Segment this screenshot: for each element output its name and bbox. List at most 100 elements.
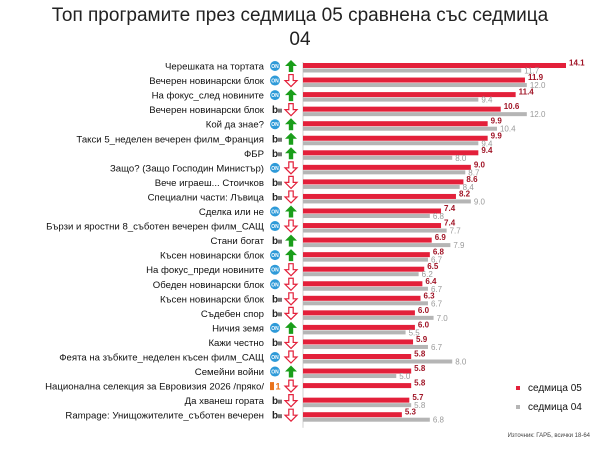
- bar-week-04: [303, 374, 397, 379]
- arrow-up-icon: [285, 234, 297, 247]
- btv-logo-icon: b: [272, 105, 282, 116]
- nova-logo-glyph: ON: [271, 253, 279, 259]
- arrow-up-icon: [285, 60, 297, 72]
- bar-week-05: [303, 121, 488, 127]
- value-label-week-04: 6.8: [433, 416, 445, 425]
- value-label-week-04: 8.0: [455, 358, 467, 367]
- bar-week-05: [303, 252, 430, 258]
- category-label: Феята на зъбките_неделен късен филм_САЩ: [59, 353, 264, 364]
- value-label-week-05: 9.9: [491, 131, 503, 140]
- category-label: Защо? (Защо Господин Министър): [110, 163, 264, 174]
- nova-logo-icon: ON: [270, 162, 280, 173]
- btv-logo-glyph: b: [272, 134, 278, 145]
- bnt-logo-bar: [270, 382, 274, 391]
- nova-logo-circle: [270, 264, 280, 275]
- category-label: На фокус_преди новините: [146, 265, 264, 276]
- value-label-week-04: 12.0: [530, 110, 546, 119]
- bar-week-04: [303, 170, 466, 175]
- bar-week-04: [303, 330, 406, 335]
- value-label-week-05: 8.6: [466, 175, 478, 184]
- bar-week-04: [303, 199, 471, 204]
- bar-week-05: [303, 77, 525, 83]
- nova-logo-glyph: ON: [271, 166, 279, 172]
- nova-logo-glyph: ON: [271, 326, 279, 332]
- category-label: Такси 5_неделен вечерен филм_Франция: [76, 134, 264, 145]
- category-label: Обеден новинарски блок: [153, 280, 265, 291]
- btv-logo-glyph: b: [272, 149, 278, 160]
- value-label-week-05: 7.4: [444, 204, 456, 213]
- value-label-week-05: 9.0: [474, 160, 486, 169]
- nova-logo-glyph: ON: [271, 122, 279, 128]
- btv-logo-icon: b: [272, 309, 282, 320]
- value-label-week-04: 9.0: [474, 197, 486, 206]
- arrow-down-icon: [283, 190, 299, 204]
- nova-logo-circle: [270, 366, 280, 377]
- btv-logo-icon: b: [272, 178, 282, 189]
- category-label: Късен новинарски блок: [160, 294, 265, 305]
- value-label-week-04: 6.7: [431, 256, 443, 265]
- arrow-up-icon: [285, 89, 297, 102]
- arrow-down-icon: [283, 350, 299, 364]
- category-label: На фокус_след новините: [152, 91, 264, 102]
- chart-row: Обеден новинарски блок ON 6.46.7: [153, 277, 443, 294]
- arrow-up-icon: [285, 205, 297, 218]
- btv-logo-box: [278, 181, 282, 186]
- legend-swatch: [516, 405, 520, 409]
- value-label-week-05: 14.1: [569, 59, 585, 68]
- chart-row: Съдебен спор b 6.0 7.0: [201, 306, 448, 323]
- value-label-week-05: 5.3: [405, 408, 417, 417]
- value-label-week-04: 9.4: [481, 96, 493, 105]
- arrow-up-icon: [285, 147, 297, 160]
- value-label-week-05: 6.9: [435, 233, 447, 242]
- value-label-week-04: 6.7: [431, 343, 443, 352]
- value-label-week-05: 6.4: [425, 277, 437, 286]
- value-label-week-05: 9.9: [491, 117, 503, 126]
- chart-row: Черешката на тортата ON 14.1 11.7: [165, 59, 585, 76]
- value-label-week-04: 5.0: [399, 372, 411, 381]
- value-label-week-04: 5.5: [409, 328, 421, 337]
- category-label: Кажи честно: [208, 338, 264, 349]
- chart-row: Rampage: Унищожителите_съботен вечерен b 5…: [65, 408, 444, 425]
- nova-logo-circle: [270, 352, 280, 362]
- chart-row: Вечерен новинарски блок b 10.6 12.0: [149, 102, 546, 119]
- legend-label: седмица 04: [528, 402, 582, 413]
- value-label-week-05: 11.4: [519, 88, 535, 97]
- nova-logo-circle: [270, 162, 280, 173]
- value-label-week-04: 5.8: [414, 401, 426, 410]
- bar-week-05: [303, 135, 488, 141]
- value-label-week-04: 9.4: [481, 139, 493, 148]
- value-label-week-04: 12.0: [530, 81, 546, 90]
- chart-row: Късен новинарски блок ON 6.86.7: [160, 248, 445, 265]
- bar-week-04: [303, 97, 479, 102]
- value-label-week-05: 5.9: [416, 335, 428, 344]
- bar-week-05: [303, 397, 410, 403]
- chart-row: Ничия земя ON 6.05.5: [212, 320, 430, 337]
- source-note: Източник: ГАРБ, всички 18-64: [507, 433, 590, 439]
- arrow-up-icon: [285, 365, 297, 378]
- arrow-down-icon: [283, 335, 299, 350]
- bar-week-04: [303, 112, 527, 117]
- nova-logo-circle: [270, 61, 280, 71]
- value-label-week-05: 10.6: [504, 102, 520, 111]
- chart-row: На фокус_след новините ON 11.4 9.4: [152, 88, 535, 105]
- value-label-week-04: 6.8: [433, 212, 445, 221]
- bar-week-05: [303, 208, 442, 214]
- nova-logo-circle: [270, 279, 280, 290]
- btv-logo-icon: b: [272, 149, 282, 160]
- btv-logo-icon: b: [272, 134, 282, 145]
- nova-logo-glyph: ON: [271, 268, 279, 274]
- arrow-down-icon: [283, 103, 299, 117]
- bar-week-05: [303, 412, 402, 418]
- chart-row: Феята на зъбките_неделен късен филм_САЩ O…: [59, 350, 467, 367]
- value-label-week-05: 6.0: [418, 320, 430, 329]
- btv-logo-icon: b: [272, 236, 282, 247]
- nova-logo-glyph: ON: [271, 210, 279, 216]
- bar-week-05: [303, 266, 425, 272]
- nova-logo-circle: [270, 250, 280, 261]
- bar-week-04: [303, 403, 412, 408]
- bar-week-04: [303, 228, 447, 233]
- bar-week-04: [303, 272, 419, 277]
- value-label-week-05: 5.8: [414, 350, 426, 359]
- nova-logo-glyph: ON: [271, 64, 279, 70]
- nova-logo-glyph: ON: [271, 224, 279, 230]
